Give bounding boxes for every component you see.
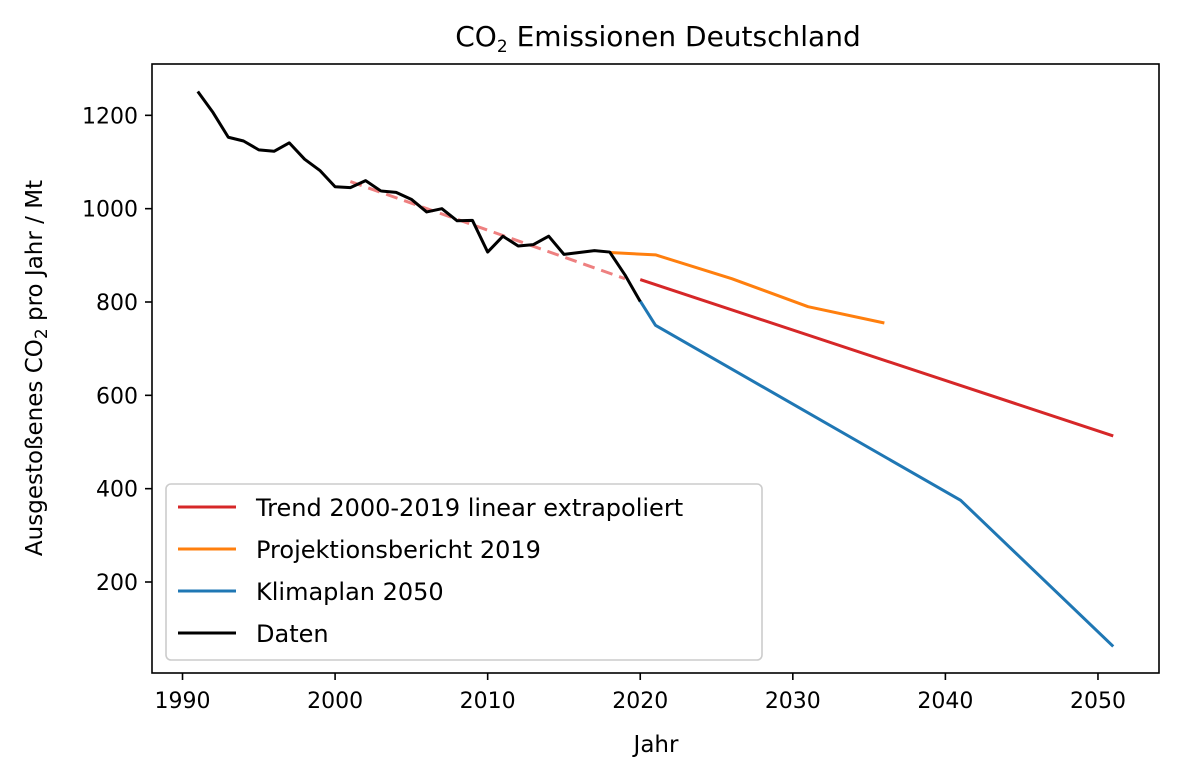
y-tick-label: 400 <box>96 478 138 503</box>
chart-title: CO2 Emissionen Deutschland <box>455 20 860 57</box>
legend: Trend 2000-2019 linear extrapoliert Proj… <box>165 483 763 661</box>
x-axis-label: Jahr <box>632 732 679 758</box>
series-line-daten <box>196 90 642 303</box>
legend-label-klimaplan: Klimaplan 2050 <box>256 578 444 606</box>
y-tick-label: 1000 <box>82 198 138 223</box>
x-tick-label: 2000 <box>307 689 363 714</box>
x-tick-label: 2010 <box>460 689 516 714</box>
y-tick-label: 600 <box>96 384 138 409</box>
x-tick-label: 2040 <box>917 689 973 714</box>
trend-history-dashed-line <box>349 180 626 281</box>
legend-label-trend: Trend 2000-2019 linear extrapoliert <box>255 494 683 522</box>
legend-label-projektionsbericht: Projektionsbericht 2019 <box>256 536 541 564</box>
y-tick-label: 800 <box>96 291 138 316</box>
y-axis-label: Ausgestoßenes CO2 pro Jahr / Mt <box>22 180 52 556</box>
x-axis-ticks: 1990 2000 2010 2020 2030 2040 2050 <box>155 673 1126 714</box>
x-tick-label: 2050 <box>1070 689 1126 714</box>
series-line-projektionsbericht-2019 <box>609 251 885 325</box>
plot-lines <box>196 90 1115 648</box>
series-line-trend-2000-2019-linear-extrapoliert <box>639 278 1114 438</box>
x-tick-label: 2020 <box>612 689 668 714</box>
x-tick-label: 2030 <box>765 689 821 714</box>
y-tick-label: 200 <box>96 571 138 596</box>
y-tick-label: 1200 <box>82 104 138 129</box>
plot-frame <box>151 63 1160 674</box>
legend-label-daten: Daten <box>256 620 329 648</box>
y-axis-ticks: 200 400 600 800 1000 1200 <box>82 104 152 596</box>
series-line-klimaplan-2050 <box>638 300 1115 648</box>
x-tick-label: 1990 <box>155 689 211 714</box>
legend-box <box>165 483 763 661</box>
